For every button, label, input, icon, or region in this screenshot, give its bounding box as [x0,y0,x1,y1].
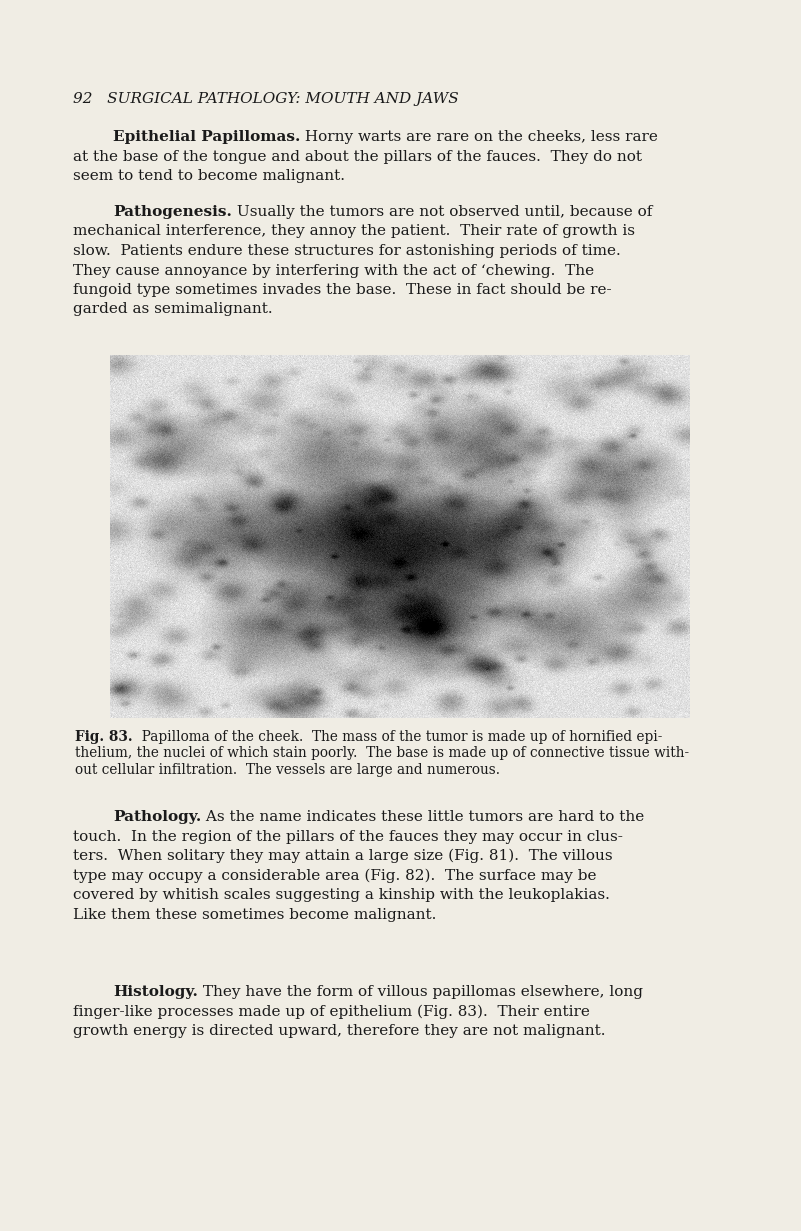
Text: Epithelial Papillomas.: Epithelial Papillomas. [113,130,300,144]
Text: slow.  Patients endure these structures for astonishing periods of time.: slow. Patients endure these structures f… [73,244,621,259]
Text: Pathology.: Pathology. [113,810,201,824]
Text: Like them these sometimes become malignant.: Like them these sometimes become maligna… [73,907,437,922]
Text: growth energy is directed upward, therefore they are not malignant.: growth energy is directed upward, theref… [73,1024,606,1038]
Text: thelium, the nuclei of which stain poorly.  The base is made up of connective ti: thelium, the nuclei of which stain poorl… [75,746,689,761]
Text: seem to tend to become malignant.: seem to tend to become malignant. [73,169,345,183]
Text: at the base of the tongue and about the pillars of the fauces.  They do not: at the base of the tongue and about the … [73,149,642,164]
Text: Histology.: Histology. [113,985,198,1000]
Text: touch.  In the region of the pillars of the fauces they may occur in clus-: touch. In the region of the pillars of t… [73,830,623,843]
Text: type may occupy a considerable area (Fig. 82).  The surface may be: type may occupy a considerable area (Fig… [73,869,597,883]
Text: Horny warts are rare on the cheeks, less rare: Horny warts are rare on the cheeks, less… [300,130,658,144]
Text: Usually the tumors are not observed until, because of: Usually the tumors are not observed unti… [231,206,652,219]
Text: They cause annoyance by interfering with the act of ‘chewing.  The: They cause annoyance by interfering with… [73,263,594,277]
Text: covered by whitish scales suggesting a kinship with the leukoplakias.: covered by whitish scales suggesting a k… [73,888,610,902]
Text: out cellular infiltration.  The vessels are large and numerous.: out cellular infiltration. The vessels a… [75,763,500,777]
Text: mechanical interference, they annoy the patient.  Their rate of growth is: mechanical interference, they annoy the … [73,224,635,239]
Text: ters.  When solitary they may attain a large size (Fig. 81).  The villous: ters. When solitary they may attain a la… [73,849,613,863]
Text: 92   SURGICAL PATHOLOGY: MOUTH AND JAWS: 92 SURGICAL PATHOLOGY: MOUTH AND JAWS [73,92,459,106]
Text: finger-like processes made up of epithelium (Fig. 83).  Their entire: finger-like processes made up of epithel… [73,1004,590,1019]
Text: Fig. 83.: Fig. 83. [75,730,133,744]
Text: garded as semimalignant.: garded as semimalignant. [73,303,272,316]
Text: As the name indicates these little tumors are hard to the: As the name indicates these little tumor… [201,810,645,824]
Text: Papilloma of the cheek.  The mass of the tumor is made up of hornified epi-: Papilloma of the cheek. The mass of the … [133,730,662,744]
Text: They have the form of villous papillomas elsewhere, long: They have the form of villous papillomas… [198,985,643,1000]
Text: Pathogenesis.: Pathogenesis. [113,206,231,219]
Text: fungoid type sometimes invades the base.  These in fact should be re-: fungoid type sometimes invades the base.… [73,283,612,297]
